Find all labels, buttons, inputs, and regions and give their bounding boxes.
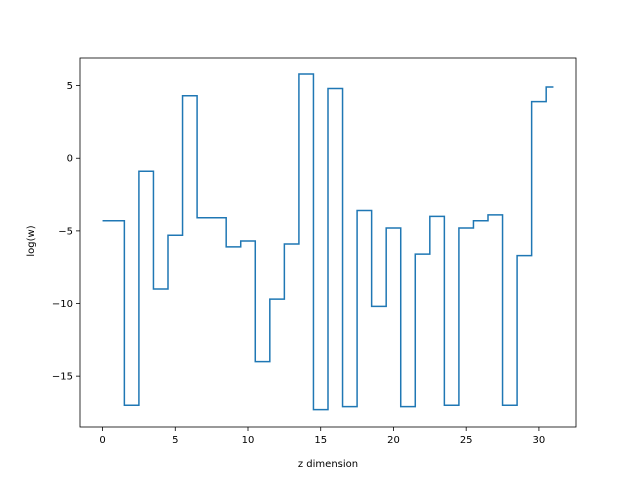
y-tick-label: 5: [67, 81, 73, 92]
series-line-0: [102, 73, 554, 411]
x-axis-label: z dimension: [298, 459, 358, 470]
x-tick-label: 5: [172, 435, 178, 446]
x-tick-label: 20: [387, 435, 400, 446]
x-tick-label: 25: [460, 435, 473, 446]
x-tick-label: 0: [99, 435, 105, 446]
y-axis-label: log(w): [26, 225, 37, 256]
axes-border: [79, 57, 577, 428]
x-tick-label: 15: [314, 435, 327, 446]
y-tick-label: 0: [67, 154, 73, 165]
y-axis-ticks: −15 −10 −5 0 5: [52, 81, 80, 383]
plot-area: [102, 73, 554, 411]
axes-frame: [79, 57, 577, 428]
y-tick-label: −10: [52, 299, 73, 310]
x-tick-label: 10: [242, 435, 255, 446]
x-tick-label: 30: [533, 435, 546, 446]
y-tick-label: −15: [52, 372, 73, 383]
x-axis-ticks: 0 5 10 15 20 25 30: [99, 427, 545, 446]
y-tick-label: −5: [58, 226, 73, 237]
